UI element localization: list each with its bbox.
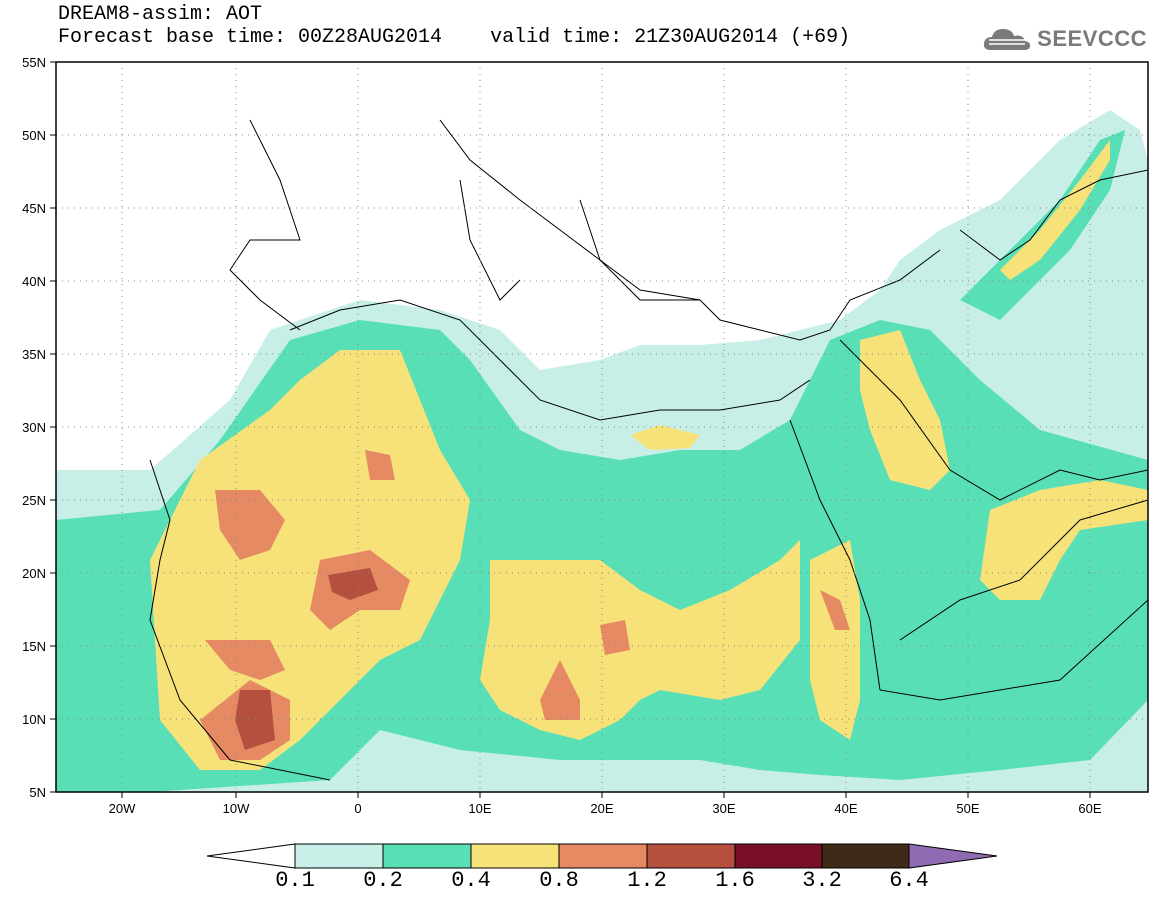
aot-field-0.4-egypt <box>630 425 700 450</box>
lon-tick: 60E <box>1078 801 1101 816</box>
aot-field-0.4-oman <box>980 480 1148 600</box>
aot-field-1.2 <box>328 568 378 600</box>
aot-field-0.4-e <box>810 540 860 740</box>
grid-lines <box>56 62 1148 792</box>
lon-tick: 0 <box>354 801 361 816</box>
lon-tick: 20E <box>590 801 613 816</box>
lat-tick: 30N <box>22 420 46 435</box>
aot-field-0.8-f <box>600 620 630 655</box>
lat-ticks <box>50 61 56 793</box>
aot-field-1.2-b <box>235 690 275 750</box>
lon-tick: 10W <box>223 801 250 816</box>
colorbar-label: 0.8 <box>539 868 579 893</box>
lon-tick: 10E <box>468 801 491 816</box>
lon-axis: 20W 10W 0 10E 20E 30E 40E 50E 60E <box>109 801 1102 816</box>
colorbar-label: 3.2 <box>802 868 842 893</box>
lat-tick: 40N <box>22 274 46 289</box>
aot-field-0.8-e <box>540 660 580 720</box>
lat-axis: 55N 50N 45N 40N 35N 30N 25N 20N 15N 10N … <box>22 55 46 800</box>
lat-tick: 55N <box>22 55 46 70</box>
aot-field-0.8-c <box>205 640 285 680</box>
colorbar-above <box>908 843 998 869</box>
aot-field-0.4-ne <box>1000 140 1110 280</box>
lat-tick: 25N <box>22 493 46 508</box>
colorbar-bin <box>294 843 384 869</box>
colorbar-label: 0.4 <box>451 868 491 893</box>
lon-tick: 20W <box>109 801 136 816</box>
colorbar-label: 1.6 <box>715 868 755 893</box>
aot-field-0.8-g <box>820 590 850 630</box>
logo-text: SEEVCCC <box>1037 26 1147 51</box>
aot-fields <box>56 110 1148 792</box>
colorbar-label: 1.2 <box>627 868 667 893</box>
aot-field-0.8 <box>215 490 285 560</box>
lon-tick: 30E <box>712 801 735 816</box>
aot-field-0.8-h <box>365 450 395 480</box>
colorbar-label: 0.2 <box>363 868 403 893</box>
lon-tick: 40E <box>834 801 857 816</box>
colorbar-bin <box>734 843 823 869</box>
lat-tick: 15N <box>22 639 46 654</box>
seevccc-logo: SEEVCCC <box>981 22 1147 56</box>
colorbar-bin <box>646 843 736 869</box>
colorbar-bin <box>558 843 648 869</box>
colorbar-bin <box>821 843 910 869</box>
lon-ticks <box>121 792 1091 798</box>
colorbar-below <box>206 843 296 869</box>
lon-tick: 50E <box>956 801 979 816</box>
lat-tick: 10N <box>22 712 46 727</box>
colorbar-label: 6.4 <box>889 868 929 893</box>
forecast-time-subtitle: Forecast base time: 00Z28AUG2014 valid t… <box>58 26 851 49</box>
lat-tick: 35N <box>22 347 46 362</box>
colorbar-label: 0.1 <box>275 868 315 893</box>
map-title: DREAM8-assim: AOT <box>58 3 263 26</box>
aot-field-0.4-arab <box>860 330 950 490</box>
lat-tick: 20N <box>22 566 46 581</box>
cloud-icon <box>984 29 1031 50</box>
lat-tick: 45N <box>22 201 46 216</box>
coastlines <box>149 119 1149 781</box>
colorbar-bin <box>382 843 472 869</box>
lat-tick: 50N <box>22 128 46 143</box>
colorbar <box>206 843 998 869</box>
colorbar-bin <box>470 843 560 869</box>
lat-tick: 5N <box>29 785 46 800</box>
